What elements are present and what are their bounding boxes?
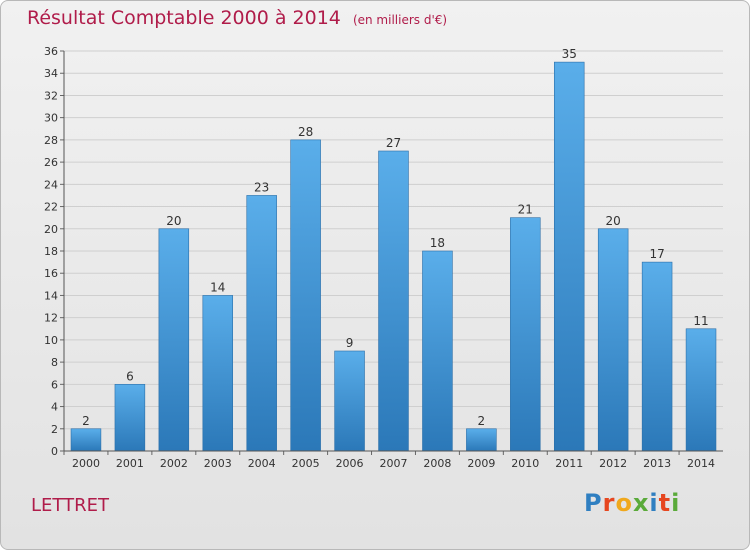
bar-value-label: 18 (430, 236, 445, 250)
x-tick-label: 2003 (204, 457, 232, 470)
x-tick-label: 2011 (555, 457, 583, 470)
x-tick-label: 2006 (336, 457, 364, 470)
bar-value-label: 27 (386, 136, 401, 150)
y-tick-label: 10 (44, 334, 58, 347)
x-tick-label: 2005 (292, 457, 320, 470)
bar-value-label: 21 (518, 203, 533, 217)
bar-value-label: 2 (82, 414, 90, 428)
bar-2004 (246, 195, 277, 452)
x-tick-label: 2001 (116, 457, 144, 470)
bar-2012 (597, 228, 629, 452)
x-tick-label: 2013 (643, 457, 671, 470)
y-tick-label: 18 (44, 245, 58, 258)
y-tick-label: 6 (51, 378, 58, 391)
y-tick-label: 30 (44, 112, 58, 125)
bar-2002 (158, 228, 190, 452)
bar-2014 (685, 328, 717, 452)
bars (70, 61, 717, 452)
x-axis-ticks: 2000 2001 2002 2003 2004 2005 2006 2007 2008 2009… (63, 451, 715, 470)
bar-2000 (70, 428, 102, 452)
y-tick-label: 28 (44, 134, 58, 147)
bar-2013 (641, 261, 673, 452)
bar-value-label: 9 (346, 336, 354, 350)
bar-2007 (378, 150, 409, 452)
proxiti-logo: Proxiti (584, 489, 680, 517)
x-tick-label: 2009 (467, 457, 495, 470)
bar-2008 (422, 250, 453, 452)
x-tick-label: 2014 (687, 457, 715, 470)
x-tick-label: 2008 (423, 457, 451, 470)
y-tick-label: 0 (51, 445, 58, 458)
logo-letter: r (602, 489, 616, 517)
x-tick-label: 2010 (511, 457, 539, 470)
y-tick-label: 8 (51, 356, 58, 369)
y-tick-label: 2 (51, 423, 58, 436)
bar-value-label: 20 (166, 214, 181, 228)
bar-value-label: 17 (649, 247, 664, 261)
logo-letter: t (658, 489, 672, 517)
y-tick-label: 34 (44, 67, 58, 80)
bar-value-label: 2 (478, 414, 486, 428)
commune-name: LETTRET (31, 495, 109, 516)
y-tick-label: 12 (44, 312, 58, 325)
bar-value-label: 14 (210, 280, 225, 294)
y-tick-label: 20 (44, 223, 58, 236)
x-tick-label: 2002 (160, 457, 188, 470)
x-tick-label: 2000 (72, 457, 100, 470)
bar-2006 (334, 350, 365, 452)
logo-letter: P (584, 489, 603, 517)
bar-2003 (202, 295, 234, 452)
y-tick-label: 24 (44, 178, 58, 191)
y-tick-label: 16 (44, 267, 58, 280)
bar-value-label: 11 (693, 314, 708, 328)
x-tick-label: 2012 (599, 457, 627, 470)
y-tick-label: 4 (51, 401, 58, 414)
logo-letter: i (649, 489, 659, 517)
bar-2009 (466, 428, 497, 452)
logo-letter: i (671, 489, 681, 517)
bar-2001 (114, 384, 146, 452)
bar-value-label: 6 (126, 369, 134, 383)
x-tick-label: 2007 (380, 457, 408, 470)
bar-2010 (510, 217, 541, 452)
bar-value-label: 20 (606, 214, 621, 228)
y-tick-label: 14 (44, 289, 58, 302)
bar-2005 (290, 139, 321, 452)
logo-letter: x (632, 489, 650, 517)
y-tick-label: 36 (44, 45, 58, 58)
bar-value-label: 28 (298, 125, 313, 139)
x-tick-label: 2004 (248, 457, 276, 470)
chart-title: Résultat Comptable 2000 à 2014 (en milli… (27, 7, 447, 29)
logo-letter: o (615, 489, 633, 517)
y-tick-label: 32 (44, 89, 58, 102)
chart-title-text: Résultat Comptable 2000 à 2014 (27, 7, 341, 29)
bar-2011 (553, 61, 585, 452)
y-tick-label: 22 (44, 201, 58, 214)
chart-subtitle: (en milliers d'€) (352, 13, 448, 27)
y-tick-label: 26 (44, 156, 58, 169)
bar-value-label: 23 (254, 180, 269, 194)
bar-value-label: 35 (562, 47, 577, 61)
